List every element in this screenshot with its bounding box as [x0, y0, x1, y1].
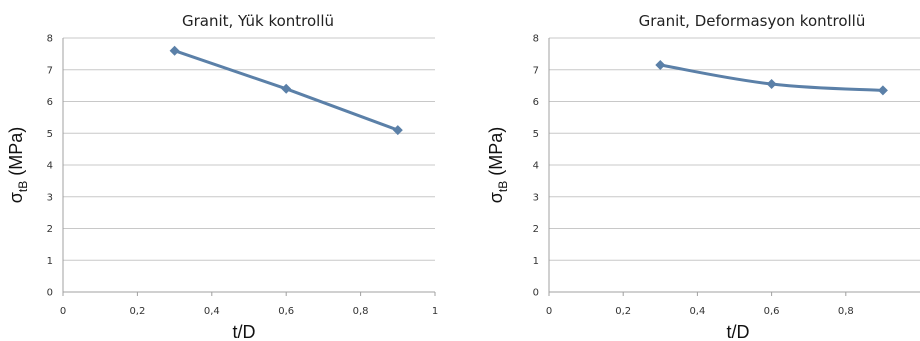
- y-axis-label-subscript: tB: [16, 181, 30, 192]
- x-axis-label: t/D: [726, 322, 749, 341]
- x-tick-label: 0,6: [764, 306, 780, 317]
- x-tick-label: 0,8: [838, 306, 854, 317]
- data-point-marker: [655, 59, 666, 70]
- x-tick-label: 0,6: [278, 306, 294, 317]
- x-tick-label: 0,2: [615, 306, 631, 317]
- y-tick-label: 4: [47, 161, 53, 172]
- data-point-marker: [392, 125, 403, 136]
- y-tick-label: 1: [47, 256, 53, 267]
- y-axis-label-subscript: tB: [496, 181, 510, 192]
- series-group: [169, 45, 403, 136]
- x-tick-labels: 0 0,2 0,4 0,6 0,8 1: [60, 306, 438, 317]
- x-tick-label: 0: [546, 306, 552, 317]
- y-tick-label: 8: [47, 34, 53, 45]
- data-point-marker: [766, 79, 777, 90]
- y-gridlines: [549, 37, 920, 261]
- y-tick-label: 2: [533, 224, 539, 235]
- y-axis-label-unit: (MPa): [6, 127, 26, 181]
- y-axis-label-unit: (MPa): [486, 127, 506, 181]
- y-axis-label-main: σ: [6, 192, 26, 203]
- axes: [548, 38, 920, 296]
- x-tick-label: 0,8: [353, 306, 369, 317]
- y-tick-label: 0: [533, 288, 539, 299]
- y-tick-label: 5: [47, 129, 53, 140]
- data-point-marker: [877, 85, 888, 96]
- y-tick-label: 3: [47, 192, 53, 203]
- y-tick-label: 7: [47, 65, 53, 76]
- y-tick-label: 7: [533, 65, 539, 76]
- chart-title: Granit, Deformasyon kontrollü: [639, 12, 866, 30]
- y-gridlines: [63, 37, 435, 261]
- x-tick-label: 1: [432, 306, 438, 317]
- data-point-marker: [169, 45, 180, 56]
- axes: [62, 38, 436, 296]
- x-tick-label: 0,4: [204, 306, 220, 317]
- y-tick-label: 8: [533, 34, 539, 45]
- chart-granit-deformasyon: 0 1 2 3 4 5 6 7 8 0 0,2 0,4 0,6 0,8 Granit, Deformas…: [482, 0, 920, 341]
- chart-canvas: 0 1 2 3 4 5 6 7 8 0 0,2 0,4 0,6 0,8 Granit, Deformas…: [486, 12, 920, 341]
- chart-title: Granit, Yük kontrollü: [182, 12, 334, 30]
- series-group: [655, 59, 888, 96]
- x-tick-label: 0,2: [129, 306, 145, 317]
- y-tick-label: 6: [47, 97, 53, 108]
- y-axis-label: σtB (MPa): [486, 127, 510, 203]
- y-tick-label: 0: [47, 288, 53, 299]
- x-tick-label: 0: [60, 306, 66, 317]
- y-tick-labels: 0 1 2 3 4 5 6 7 8: [47, 34, 53, 299]
- y-axis-label-main: σ: [486, 192, 506, 203]
- y-tick-label: 4: [533, 161, 539, 172]
- y-tick-label: 3: [533, 192, 539, 203]
- y-tick-label: 6: [533, 97, 539, 108]
- data-point-marker: [281, 83, 292, 94]
- y-tick-label: 1: [533, 256, 539, 267]
- y-axis-label: σtB (MPa): [6, 127, 30, 203]
- chart-granit-yuk: 0 1 2 3 4 5 6 7 8 0 0,2 0,4 0,6 0,8 1 Granit, Yük kon…: [0, 0, 450, 341]
- x-tick-label: 0,4: [689, 306, 705, 317]
- x-tick-labels: 0 0,2 0,4 0,6 0,8: [546, 306, 854, 317]
- y-tick-labels: 0 1 2 3 4 5 6 7 8: [533, 34, 539, 299]
- y-tick-label: 5: [533, 129, 539, 140]
- chart-canvas: 0 1 2 3 4 5 6 7 8 0 0,2 0,4 0,6 0,8 1 Granit, Yük kon…: [6, 12, 438, 341]
- y-tick-label: 2: [47, 224, 53, 235]
- x-axis-label: t/D: [232, 322, 255, 341]
